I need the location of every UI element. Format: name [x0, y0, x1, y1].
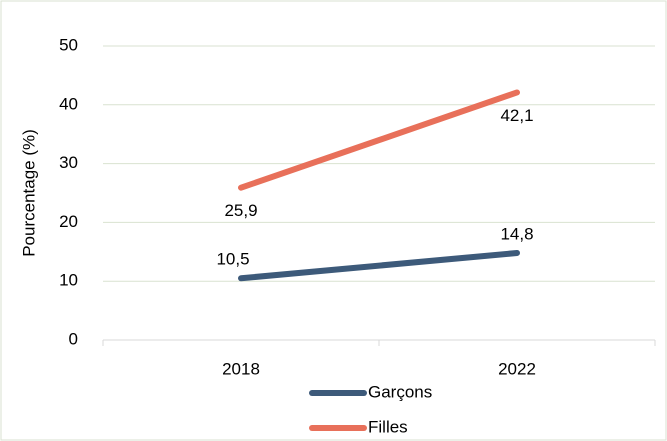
series-line: [238, 249, 520, 282]
x-tick-label: 2022: [498, 359, 536, 378]
data-label: 42,1: [500, 106, 533, 125]
y-axis-label: Pourcentage (%): [19, 129, 38, 257]
y-tick-label: 20: [59, 212, 78, 231]
x-tick-label: 2018: [222, 359, 260, 378]
y-tick-label: 0: [69, 329, 78, 348]
y-tick-label: 50: [59, 35, 78, 54]
series-line: [238, 89, 520, 191]
legend-label: Filles: [368, 417, 408, 436]
legend-label: Garçons: [368, 382, 432, 401]
y-tick-label: 10: [59, 271, 78, 290]
data-label: 14,8: [500, 224, 533, 243]
y-tick-label: 30: [59, 153, 78, 172]
data-label: 10,5: [216, 250, 249, 269]
data-label: 25,9: [224, 201, 257, 220]
y-tick-label: 40: [59, 94, 78, 113]
